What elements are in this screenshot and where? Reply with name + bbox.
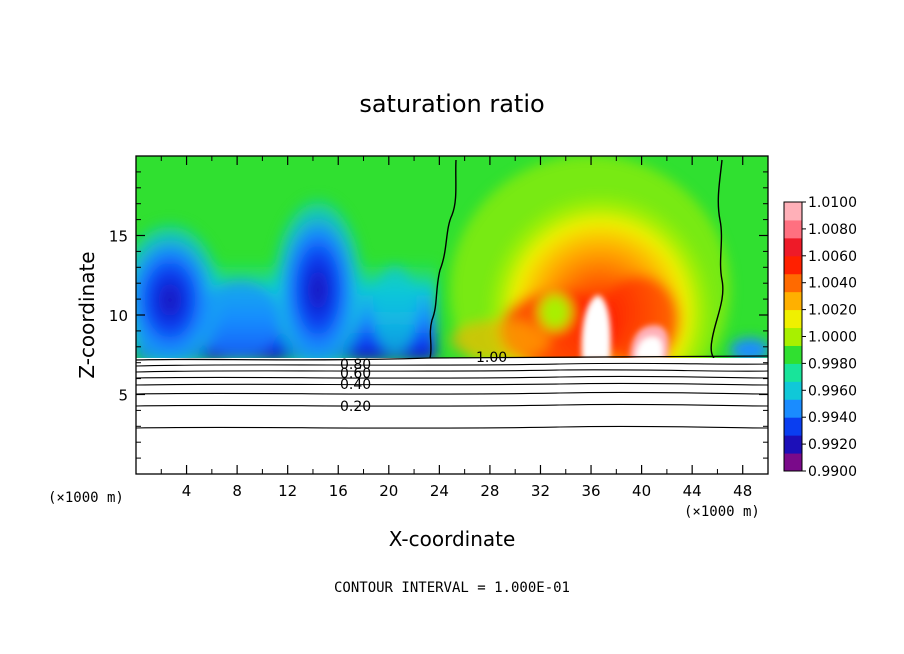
colorbar-labels: 1.0100 1.0080 1.0060 1.0040 1.0020 1.0000 0.99…: [802, 195, 857, 480]
y-tick-label: 15: [109, 228, 128, 246]
colorbar-swatch: [784, 219, 802, 239]
x-tick-label: 44: [683, 482, 702, 500]
y-tick-label: 10: [109, 307, 128, 325]
x-axis-label: X-coordinate: [389, 527, 516, 551]
x-tick-label: 28: [480, 482, 499, 500]
y-axis-ticks: 5 10 15: [109, 171, 768, 459]
lower-contours: [136, 355, 768, 429]
colorbar-swatch: [784, 327, 802, 346]
colorbar-swatch: [784, 399, 802, 418]
contour-label-1.00: 1.00: [476, 350, 507, 366]
x-unit-label-right: (×1000 m): [684, 504, 760, 520]
contour-line: [710, 159, 724, 358]
colorbar-label: 1.0100: [808, 195, 857, 211]
colorbar-swatch: [784, 345, 802, 364]
colorbar-label: 1.0000: [808, 330, 857, 346]
chart-title: saturation ratio: [359, 90, 544, 118]
contour-label-0.20: 0.20: [340, 399, 371, 415]
x-tick-label: 20: [379, 482, 398, 500]
x-unit-label-left: (×1000 m): [48, 490, 124, 506]
colorbar-swatch: [784, 381, 802, 400]
colorbar-label: 1.0060: [808, 249, 857, 265]
contour-label-0.40: 0.40: [340, 377, 371, 393]
colorbar-swatch: [784, 202, 802, 221]
contour-label-0.60: 0.60: [340, 366, 371, 382]
saturation-field: [136, 156, 768, 358]
colorbar-label: 0.9960: [808, 383, 857, 399]
contour-label-0.80: 0.80: [340, 357, 371, 373]
colorbar-swatch: [784, 363, 802, 382]
colorbar-label: 0.9940: [808, 410, 857, 426]
x-tick-label: 32: [531, 482, 550, 500]
x-tick-label: 8: [232, 482, 242, 500]
colorbar-label: 0.9980: [808, 356, 857, 372]
colorbar-label: 1.0040: [808, 276, 857, 292]
x-tick-label: 36: [581, 482, 600, 500]
colorbar-swatch: [784, 435, 802, 454]
colorbar-swatch: [784, 291, 802, 311]
contour-interval-note: CONTOUR INTERVAL = 1.000E-01: [334, 580, 570, 596]
colorbar-label: 0.9900: [808, 464, 857, 480]
y-axis-label: Z-coordinate: [75, 251, 99, 378]
x-tick-label: 40: [632, 482, 651, 500]
y-tick-label: 5: [118, 387, 128, 405]
x-tick-label: 4: [182, 482, 192, 500]
colorbar-swatch: [784, 453, 802, 472]
x-tick-label: 48: [733, 482, 752, 500]
contour-line: [429, 159, 457, 358]
x-tick-label: 12: [278, 482, 297, 500]
colorbar-swatch: [784, 255, 802, 275]
colorbar-label: 1.0080: [808, 222, 857, 238]
x-tick-label: 16: [329, 482, 348, 500]
x-axis-ticks: 4 8 12 16 20 24 28 32 36 40 44 48: [160, 156, 752, 500]
colorbar-label: 0.9920: [808, 437, 857, 453]
colorbar: [783, 201, 803, 472]
x-tick-label: 24: [430, 482, 449, 500]
colorbar-swatch: [784, 417, 802, 436]
colorbar-swatch: [784, 273, 802, 293]
contour-labels: 0.80 0.60 0.40 0.20 1.00: [340, 350, 507, 415]
colorbar-swatch: [784, 237, 802, 257]
colorbar-swatch: [784, 309, 802, 329]
colorbar-label: 1.0020: [808, 303, 857, 319]
